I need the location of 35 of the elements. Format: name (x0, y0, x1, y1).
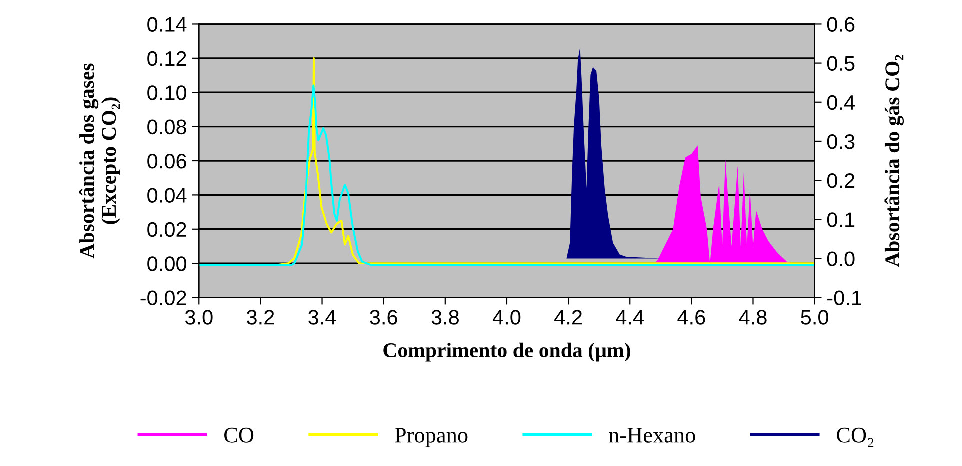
y2-tick-label: 0.6 (827, 17, 855, 32)
y2-tick-label: -0.1 (828, 290, 862, 306)
legend-label: CO (224, 428, 254, 443)
y-axis-title: Absortância dos gases (Excepto CO₂) (79, 64, 120, 259)
y-tick-label: 0.04 (148, 188, 187, 203)
y-tick-label: 0.10 (148, 86, 187, 100)
y-tick-label: 0.08 (148, 120, 186, 135)
x-tick-label: 3.6 (370, 310, 398, 325)
y-tick-label: -0.02 (140, 290, 186, 306)
x-tick-label: 3.2 (247, 310, 274, 325)
y2-tick-label: 0.2 (827, 174, 855, 188)
y2-tick-label: 0.0 (827, 252, 855, 266)
x-tick-label: 4.0 (492, 310, 521, 325)
legend-label: n-Hexano (609, 428, 696, 443)
x-tick-label: 4.4 (616, 310, 644, 325)
x-axis-title: Comprimento de onda (µm) (384, 342, 630, 362)
x-tick-label: 3.0 (185, 310, 213, 325)
legend-label: Propano (395, 428, 468, 448)
x-tick-label: 4.8 (739, 310, 767, 325)
x-tick-label: 4.6 (678, 310, 706, 325)
x-tick-label: 4.2 (554, 310, 582, 325)
y-tick-label: 0.12 (148, 51, 186, 66)
y-tick-label: 0.14 (148, 17, 187, 32)
x-tick-label: 3.8 (432, 310, 459, 325)
y2-tick-label: 0.1 (827, 212, 855, 228)
legend-label: CO₂ (837, 428, 874, 448)
y2-tick-label: 0.3 (827, 134, 855, 150)
x-tick-label: 5.0 (801, 310, 828, 325)
x-tick-label: 3.4 (308, 310, 336, 325)
y-tick-label: 0.00 (148, 256, 187, 272)
y-tick-label: 0.06 (148, 154, 186, 169)
y2-tick-label: 0.5 (827, 56, 855, 72)
y2-tick-label: 0.4 (827, 95, 855, 110)
y-tick-label: 0.02 (148, 222, 186, 238)
y2-axis-title: Absortância do gás CO₂ (884, 55, 904, 268)
